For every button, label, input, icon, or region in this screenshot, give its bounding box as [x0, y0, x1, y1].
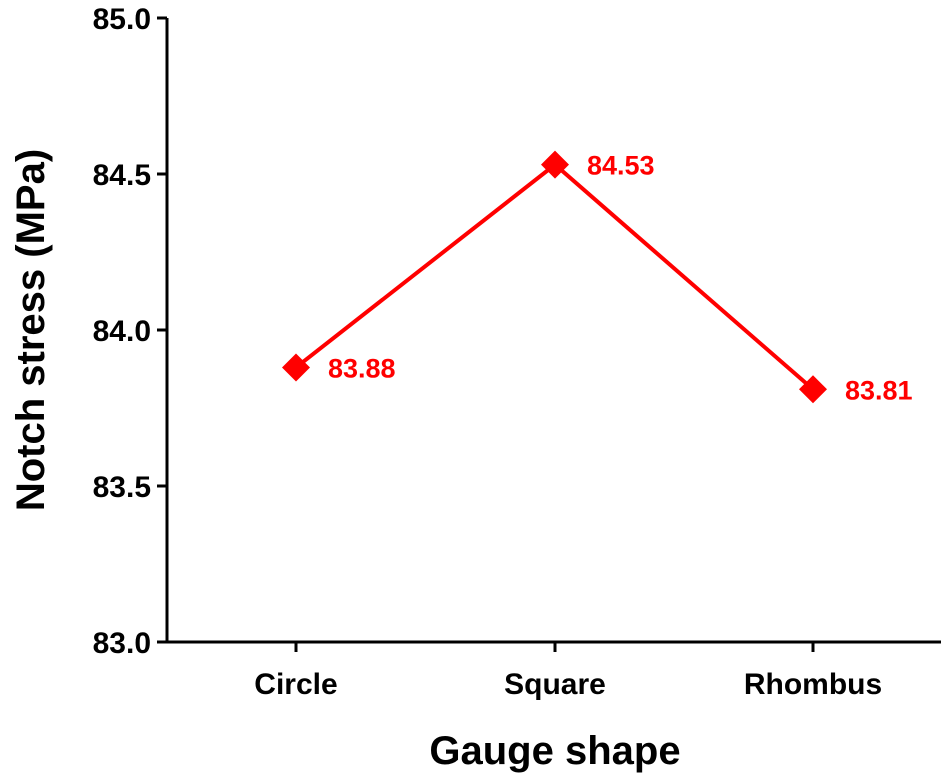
y-ticks: 83.0 83.5 84.0 84.5 85.0: [93, 3, 167, 660]
x-tick-label: Rhombus: [744, 668, 882, 701]
x-ticks: Circle Square Rhombus: [254, 642, 882, 701]
y-tick-label: 83.5: [93, 471, 151, 504]
x-tick-label: Square: [504, 668, 606, 701]
data-label: 83.88: [328, 353, 396, 383]
y-tick-label: 84.5: [93, 159, 151, 192]
data-label: 83.81: [845, 375, 913, 405]
y-tick-label: 85.0: [93, 3, 151, 36]
y-tick-label: 83.0: [93, 627, 151, 660]
x-tick-label: Circle: [254, 668, 337, 701]
data-label: 84.53: [587, 151, 655, 181]
y-axis-title: Notch stress (MPa): [9, 149, 53, 511]
data-point-marker: [541, 150, 569, 179]
data-point-marker: [799, 375, 827, 404]
x-axis-title: Gauge shape: [429, 729, 680, 773]
data-point-marker: [282, 353, 310, 382]
data-series: 83.88 84.53 83.81: [282, 150, 913, 405]
y-tick-label: 84.0: [93, 315, 151, 348]
chart-axes: [165, 18, 941, 644]
